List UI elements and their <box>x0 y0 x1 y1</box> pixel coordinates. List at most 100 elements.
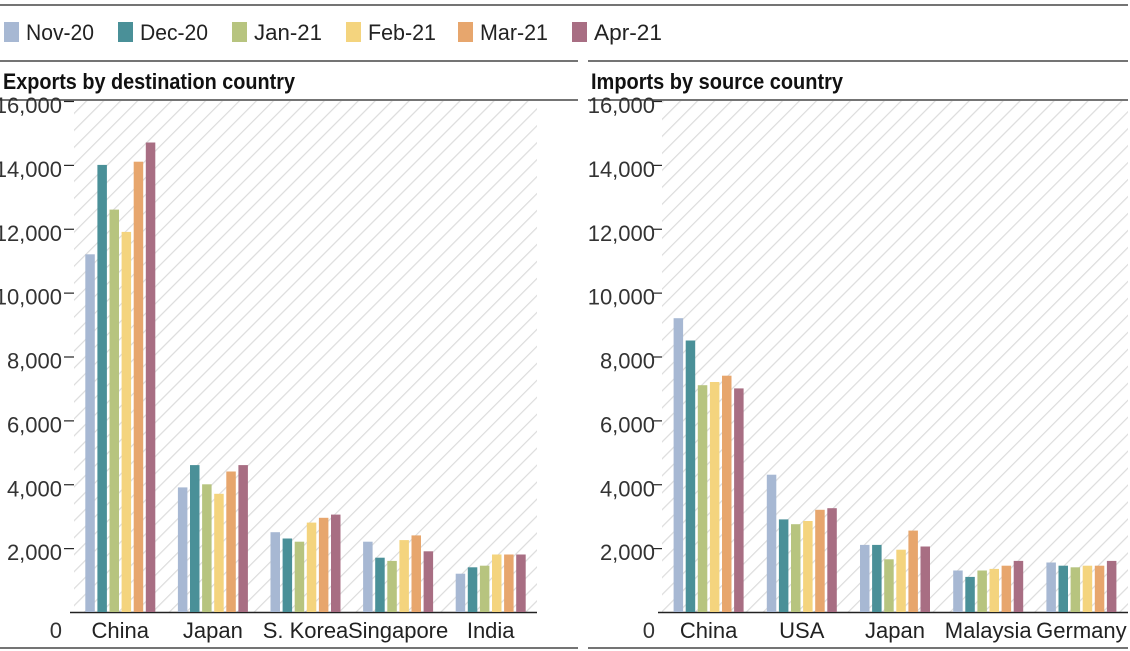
legend-swatch-jan-21 <box>232 22 247 42</box>
bar-s-korea-jan-21 <box>294 541 305 612</box>
bar-malaysia-feb-21 <box>989 568 999 612</box>
bar-germany-mar-21 <box>1094 565 1105 612</box>
legend-swatch-mar-21 <box>458 22 473 42</box>
bar-china-nov-20 <box>673 318 684 612</box>
y-tick-label: 6,000 <box>7 412 62 437</box>
bar-usa-mar-21 <box>815 509 825 612</box>
bar-germany-apr-21 <box>1106 560 1117 612</box>
bar-s-korea-apr-21 <box>331 514 341 612</box>
legend-label: Feb-21 <box>368 20 436 45</box>
legend-swatch-nov-20 <box>4 22 19 42</box>
bar-japan-nov-20 <box>860 544 870 612</box>
y-tick-label: 16,000 <box>0 93 62 118</box>
y-tick-label: 2,000 <box>600 540 655 565</box>
bar-s-korea-nov-20 <box>270 532 280 612</box>
x-tick-label: S. Korea <box>263 618 349 643</box>
bar-malaysia-dec-20 <box>965 576 975 612</box>
bar-usa-nov-20 <box>766 474 777 612</box>
bar-usa-apr-21 <box>827 508 837 612</box>
bar-malaysia-nov-20 <box>953 570 963 612</box>
y-tick-label: 14,000 <box>0 157 62 182</box>
y-tick-label: 2,000 <box>7 540 62 565</box>
bar-china-feb-21 <box>709 382 720 612</box>
plot-area <box>74 101 537 612</box>
x-tick-label: Japan <box>183 618 243 643</box>
chart-title: Imports by source country <box>591 69 844 94</box>
bar-japan-mar-21 <box>226 471 236 612</box>
bar-japan-dec-20 <box>190 465 200 612</box>
bar-japan-dec-20 <box>872 544 882 612</box>
y-tick-label: 0 <box>643 618 655 643</box>
bar-japan-apr-21 <box>920 546 930 612</box>
chart-title: Exports by destination country <box>3 69 296 94</box>
bar-s-korea-mar-21 <box>318 517 329 612</box>
bar-china-apr-21 <box>734 388 744 612</box>
bar-s-korea-dec-20 <box>282 538 293 612</box>
bar-japan-feb-21 <box>214 493 224 612</box>
bar-usa-feb-21 <box>803 521 813 612</box>
bar-china-feb-21 <box>121 231 132 612</box>
legend: Nov-20 Dec-20 Jan-21 Feb-21 Mar-21 Apr-21 <box>4 20 662 45</box>
bar-malaysia-apr-21 <box>1013 560 1024 612</box>
x-tick-label: India <box>467 618 515 643</box>
bar-india-dec-20 <box>467 567 478 612</box>
x-tick-label: USA <box>779 618 825 643</box>
legend-label: Apr-21 <box>594 20 662 45</box>
y-tick-label: 12,000 <box>0 221 62 246</box>
bar-japan-nov-20 <box>177 487 188 612</box>
legend-label: Dec-20 <box>140 20 208 45</box>
bar-china-dec-20 <box>97 164 107 612</box>
x-tick-label: Japan <box>865 618 925 643</box>
y-tick-label: 10,000 <box>588 285 655 310</box>
legend-label: Nov-20 <box>26 20 94 45</box>
bar-india-feb-21 <box>492 554 502 612</box>
x-tick-label: China <box>92 618 150 643</box>
x-tick-label: China <box>680 618 738 643</box>
bar-india-apr-21 <box>516 554 526 612</box>
bar-china-nov-20 <box>85 254 95 613</box>
bar-japan-feb-21 <box>896 549 906 612</box>
bar-germany-jan-21 <box>1070 567 1081 612</box>
y-tick-label: 16,000 <box>588 93 655 118</box>
bar-singapore-apr-21 <box>423 551 434 612</box>
bar-india-mar-21 <box>504 554 514 612</box>
bar-india-nov-20 <box>455 573 466 612</box>
legend-label: Mar-21 <box>480 20 548 45</box>
y-tick-label: 12,000 <box>588 221 655 246</box>
bar-china-apr-21 <box>145 142 156 612</box>
legend-swatch-dec-20 <box>118 22 133 42</box>
bar-china-mar-21 <box>133 161 144 612</box>
bar-singapore-mar-21 <box>411 535 421 612</box>
bar-malaysia-mar-21 <box>1001 565 1012 612</box>
plot-area <box>662 101 1128 612</box>
y-tick-label: 6,000 <box>600 412 655 437</box>
bar-germany-nov-20 <box>1046 562 1056 612</box>
y-tick-label: 8,000 <box>600 349 655 374</box>
bar-china-dec-20 <box>685 340 696 612</box>
x-tick-label: Singapore <box>348 618 448 643</box>
legend-swatch-apr-21 <box>572 22 587 42</box>
bar-malaysia-jan-21 <box>977 570 987 612</box>
x-tick-label: Malaysia <box>945 618 1033 643</box>
y-tick-label: 8,000 <box>7 349 62 374</box>
exports-chart: Exports by destination country 0 2,000 4,00… <box>0 60 578 649</box>
bar-germany-feb-21 <box>1082 565 1093 612</box>
y-tick-label: 0 <box>50 618 62 643</box>
bar-singapore-dec-20 <box>375 557 385 612</box>
bar-japan-mar-21 <box>908 530 918 612</box>
bar-usa-jan-21 <box>791 524 801 612</box>
bar-s-korea-feb-21 <box>306 522 317 612</box>
bar-singapore-jan-21 <box>387 560 397 612</box>
y-tick-label: 14,000 <box>588 157 655 182</box>
bar-japan-jan-21 <box>884 559 894 612</box>
y-tick-label: 4,000 <box>600 476 655 501</box>
bar-japan-jan-21 <box>202 484 212 613</box>
bar-germany-dec-20 <box>1058 565 1068 612</box>
bar-singapore-nov-20 <box>363 541 373 612</box>
bar-japan-apr-21 <box>238 465 248 612</box>
x-tick-label: Germany <box>1036 618 1126 643</box>
bar-china-jan-21 <box>697 385 708 612</box>
imports-chart: Imports by source country 0 2,000 4,000 6,00… <box>588 60 1128 649</box>
y-tick-label: 4,000 <box>7 476 62 501</box>
